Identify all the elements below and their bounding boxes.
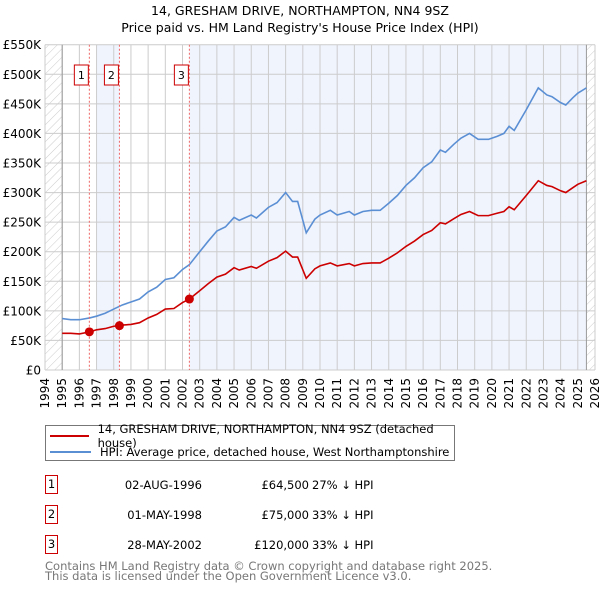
y-tick-label: £450K	[3, 97, 43, 111]
sale-hpi-diff: 33% ↓ HPI	[312, 538, 374, 552]
sale-price: £75,000	[261, 508, 309, 522]
x-tick-label: 2012	[347, 378, 361, 409]
x-tick-label: 2006	[244, 378, 258, 409]
footer-licence: This data is licensed under the Open Gov…	[45, 569, 412, 583]
x-tick-label: 1998	[107, 378, 121, 409]
y-tick-label: £550K	[3, 38, 43, 52]
sale-date: 02-AUG-1996	[124, 478, 202, 492]
x-tick-label: 2024	[554, 378, 568, 409]
legend-label: 14, GRESHAM DRIVE, NORTHAMPTON, NN4 9SZ …	[97, 422, 434, 450]
sale-label-box	[173, 64, 189, 86]
sale-point	[114, 321, 124, 331]
x-tick-label: 2002	[176, 378, 190, 409]
sale-label: 2	[108, 69, 115, 82]
y-tick-label: £0	[26, 364, 41, 378]
chart-legend: 14, GRESHAM DRIVE, NORTHAMPTON, NN4 9SZ …	[45, 422, 455, 461]
x-tick-label: 2010	[313, 378, 327, 409]
x-tick-label: 2019	[468, 378, 482, 409]
y-tick-label: £250K	[3, 216, 43, 230]
legend-item-hpi: HPI: Average price, detached house, West…	[50, 445, 449, 459]
legend-swatch-blue	[50, 451, 91, 453]
sale-hpi-diff: 33% ↓ HPI	[312, 508, 374, 522]
sale-row: 3 28-MAY-2002 £120,000 33% ↓ HPI	[45, 535, 445, 555]
y-tick-label: £200K	[3, 245, 43, 259]
sale-date: 01-MAY-1998	[127, 508, 202, 522]
sale-label-box	[103, 64, 119, 86]
sale-number-badge: 3	[45, 535, 58, 554]
x-tick-label: 2013	[365, 378, 379, 409]
x-tick-label: 2021	[502, 378, 516, 409]
chart-title: 14, GRESHAM DRIVE, NORTHAMPTON, NN4 9SZ	[151, 3, 449, 18]
x-tick-label: 2003	[193, 378, 207, 409]
price-chart: 14, GRESHAM DRIVE, NORTHAMPTON, NN4 9SZ …	[3, 3, 600, 409]
hatched-region-before	[45, 44, 63, 370]
sale-number-badge: 1	[45, 475, 58, 494]
sale-label: 1	[78, 69, 85, 82]
sale-label: 3	[178, 69, 185, 82]
x-tick-label: 1999	[124, 378, 138, 409]
y-tick-label: £100K	[3, 304, 43, 318]
x-tick-label: 2001	[158, 378, 172, 409]
sale-number-badge: 2	[45, 505, 58, 524]
x-tick-label: 2000	[141, 378, 155, 409]
x-tick-label: 2016	[416, 378, 430, 409]
x-tick-label: 2026	[588, 378, 600, 409]
x-tick-label: 1997	[90, 378, 104, 409]
x-tick-label: 2011	[330, 378, 344, 409]
x-tick-label: 2023	[536, 378, 550, 409]
sale-point	[84, 327, 94, 337]
x-tick-label: 2004	[210, 378, 224, 409]
legend-label: HPI: Average price, detached house, West…	[100, 445, 450, 459]
sale-hpi-diff: 27% ↓ HPI	[312, 478, 374, 492]
chart-subtitle: Price paid vs. HM Land Registry's House …	[121, 20, 478, 35]
sale-row: 1 02-AUG-1996 £64,500 27% ↓ HPI	[45, 475, 445, 495]
x-tick-label: 2017	[433, 378, 447, 409]
x-tick-label: 1995	[55, 378, 69, 409]
shaded-region	[96, 44, 120, 370]
property-series-line	[62, 179, 587, 335]
sale-label-box	[73, 64, 89, 86]
sale-price: £64,500	[261, 478, 309, 492]
x-tick-label: 2007	[261, 378, 275, 409]
x-tick-label: 2025	[571, 378, 585, 409]
y-tick-label: £500K	[3, 68, 43, 82]
y-tick-label: £50K	[10, 334, 42, 348]
x-tick-label: 2005	[227, 378, 241, 409]
shaded-region	[189, 44, 587, 370]
x-tick-label: 1996	[72, 378, 86, 409]
x-tick-label: 2009	[296, 378, 310, 409]
legend-item-property: 14, GRESHAM DRIVE, NORTHAMPTON, NN4 9SZ …	[50, 422, 454, 450]
x-tick-label: 2008	[279, 378, 293, 409]
x-tick-label: 2022	[519, 378, 533, 409]
x-tick-label: 2014	[382, 378, 396, 409]
sale-date: 28-MAY-2002	[127, 538, 202, 552]
hatched-region-after	[586, 44, 595, 370]
y-tick-label: £350K	[3, 156, 43, 170]
x-tick-label: 1994	[38, 378, 52, 409]
x-tick-label: 2020	[485, 378, 499, 409]
x-tick-label: 2018	[451, 378, 465, 409]
y-tick-label: £300K	[3, 186, 43, 200]
legend-swatch-red	[50, 435, 89, 437]
sale-price: £120,000	[254, 538, 309, 552]
footer-copyright: Contains HM Land Registry data © Crown c…	[45, 559, 493, 573]
x-tick-label: 2015	[399, 378, 413, 409]
hpi-series-line	[62, 86, 587, 321]
sale-row: 2 01-MAY-1998 £75,000 33% ↓ HPI	[45, 505, 445, 525]
y-tick-label: £150K	[3, 275, 43, 289]
sale-point	[184, 294, 194, 304]
y-tick-label: £400K	[3, 127, 43, 141]
